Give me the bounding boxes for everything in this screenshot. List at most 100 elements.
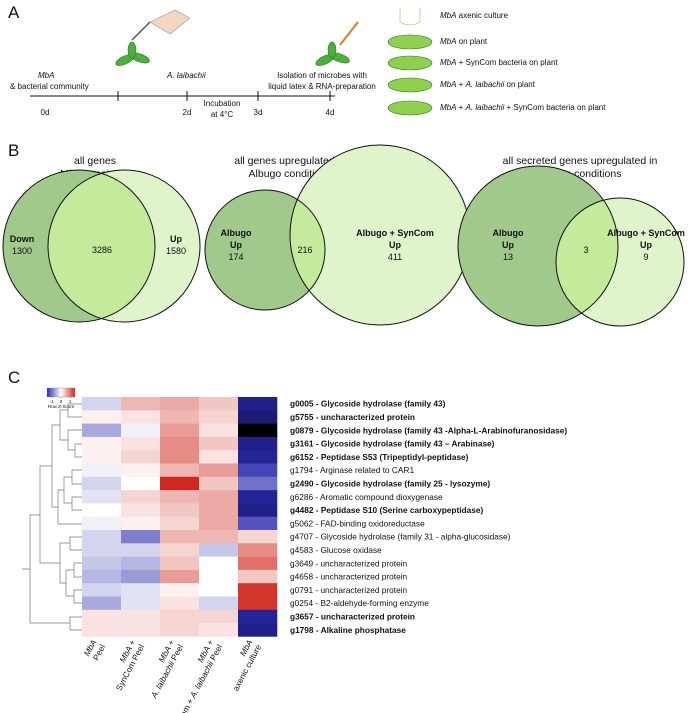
heatmap-cell bbox=[199, 596, 239, 611]
panel-label: C bbox=[8, 368, 20, 387]
heatmap-cell bbox=[121, 503, 161, 517]
timeline-label: A. laibachii bbox=[166, 71, 206, 80]
text-segment: axenic culture bbox=[456, 11, 508, 20]
heatmap-cell bbox=[82, 397, 122, 411]
text-segment: + bbox=[456, 80, 465, 89]
heatmap-cell bbox=[160, 490, 200, 504]
heatmap-cell bbox=[199, 410, 239, 424]
venn-count: 411 bbox=[388, 252, 402, 262]
heatmap-cell bbox=[238, 569, 278, 584]
heatmap-cell bbox=[82, 423, 122, 438]
text-segment: MbA bbox=[440, 37, 456, 46]
heatmap-cell bbox=[160, 556, 200, 571]
gene-label: g6286 - Aromatic compound dioxygenase bbox=[290, 492, 443, 502]
gene-label: g5755 - uncharacterized protein bbox=[290, 412, 415, 422]
gene-label: g4707 - Glycoside hydrolase (family 31 -… bbox=[290, 532, 511, 542]
heatmap-cell bbox=[82, 463, 122, 478]
text-segment: MbA bbox=[440, 80, 456, 89]
venn-count: 3286 bbox=[92, 245, 112, 255]
gene-label: g5062 - FAD-binding oxidoreductase bbox=[290, 518, 425, 528]
text-segment: + bbox=[456, 103, 465, 112]
venn-title: all genes upregulated in bbox=[234, 155, 346, 167]
text-segment: A. laibachii bbox=[187, 658, 216, 700]
timeline bbox=[30, 91, 335, 101]
key-tick-label: 1 bbox=[69, 399, 72, 404]
heatmap-cell bbox=[82, 609, 122, 624]
heatmap-cell bbox=[160, 410, 200, 424]
heatmap-cell bbox=[160, 516, 200, 531]
condition-label: MbA + A. laibachii on plant bbox=[440, 80, 536, 89]
heatmap-cell bbox=[238, 476, 278, 491]
column-label: MbA +A. laibachii Peel bbox=[148, 638, 185, 701]
venn-set-name: Up bbox=[502, 240, 514, 250]
column-label: MbA +SynCom Peel bbox=[114, 638, 147, 692]
venn-count: 3 bbox=[583, 245, 588, 255]
gene-label: g3649 - uncharacterized protein bbox=[290, 558, 408, 568]
venn-set-name: Albugo bbox=[221, 228, 252, 238]
panel-label: B bbox=[8, 141, 19, 160]
hand-icon bbox=[131, 9, 359, 46]
heatmap-cell bbox=[121, 583, 161, 597]
panel-label: A bbox=[8, 3, 20, 22]
heatmap-cell bbox=[121, 596, 161, 611]
dendrogram bbox=[22, 403, 82, 631]
condition-icons bbox=[387, 8, 433, 116]
venn-set-name: Albugo + SynCom bbox=[356, 228, 434, 238]
heatmap-cell bbox=[199, 623, 239, 637]
venn-overlap bbox=[556, 198, 618, 326]
venn-set-name: Down bbox=[10, 234, 35, 244]
heatmap-cell bbox=[82, 530, 122, 544]
heatmap-cell bbox=[160, 463, 200, 478]
venn-overlap bbox=[48, 170, 155, 322]
heatmap-cell bbox=[199, 476, 239, 491]
heatmap-cell bbox=[160, 530, 200, 544]
gene-label: g0254 - B2-aldehyde-forming enzyme bbox=[290, 598, 429, 608]
day-label: 3d bbox=[254, 108, 263, 117]
gene-label: g0005 - Glycoside hydrolase (family 43) bbox=[290, 399, 446, 409]
heatmap-cell bbox=[121, 569, 161, 584]
venn-count: 1580 bbox=[166, 246, 186, 256]
heatmap-cell bbox=[199, 516, 239, 531]
heatmap-cell bbox=[121, 450, 161, 464]
heatmap-cell bbox=[121, 556, 161, 571]
heatmap-cell bbox=[238, 423, 278, 438]
venn-count: 9 bbox=[643, 252, 648, 262]
timeline-label: Incubation bbox=[204, 99, 241, 108]
heatmap-cell bbox=[121, 397, 161, 411]
heatmap-cell bbox=[199, 436, 239, 451]
venn-count: 216 bbox=[297, 245, 312, 255]
text-segment: + bbox=[164, 638, 176, 649]
heatmap-cell bbox=[82, 556, 122, 571]
venn-right bbox=[290, 145, 470, 325]
gene-label: g4583 - Glucose oxidase bbox=[290, 545, 382, 555]
heatmap-cell bbox=[238, 410, 278, 424]
condition-label: MbA on plant bbox=[440, 37, 488, 46]
venn-outline bbox=[47, 169, 201, 323]
heatmap-cell bbox=[238, 556, 278, 571]
venn-set-name: Up bbox=[230, 240, 242, 250]
heatmap-cell bbox=[160, 569, 200, 584]
gene-label: g3161 - Glycoside hydrolase (family 43 –… bbox=[290, 439, 495, 449]
heatmap-cell bbox=[121, 476, 161, 491]
heatmap-cell bbox=[199, 583, 239, 597]
heatmap-cell bbox=[82, 596, 122, 611]
venn-count: 13 bbox=[503, 252, 513, 262]
heatmap-cell bbox=[121, 463, 161, 478]
gene-label: g1794 - Arginase related to CAR1 bbox=[290, 465, 414, 475]
heatmap-cell bbox=[121, 609, 161, 624]
text-segment: A. laibachii bbox=[465, 103, 505, 112]
heatmap-cell bbox=[199, 569, 239, 584]
heatmap-cell bbox=[82, 516, 122, 531]
heatmap-cell bbox=[82, 436, 122, 451]
text-segment: + SynCom bacteria on plant bbox=[504, 103, 606, 112]
text-segment: A. laibachii bbox=[465, 80, 505, 89]
gene-label: g0791 - uncharacterized protein bbox=[290, 585, 408, 595]
heatmap-cell bbox=[160, 583, 200, 597]
gene-label: g2490 - Glycoside hydrolase (family 25 -… bbox=[290, 478, 490, 488]
heatmap-cell bbox=[238, 436, 278, 451]
day-label: 0d bbox=[41, 108, 50, 117]
gene-label: g4482 - Peptidase S10 (Serine carboxypep… bbox=[290, 505, 483, 515]
venn-set-name: Albugo bbox=[493, 228, 524, 238]
heatmap-cell bbox=[199, 490, 239, 504]
